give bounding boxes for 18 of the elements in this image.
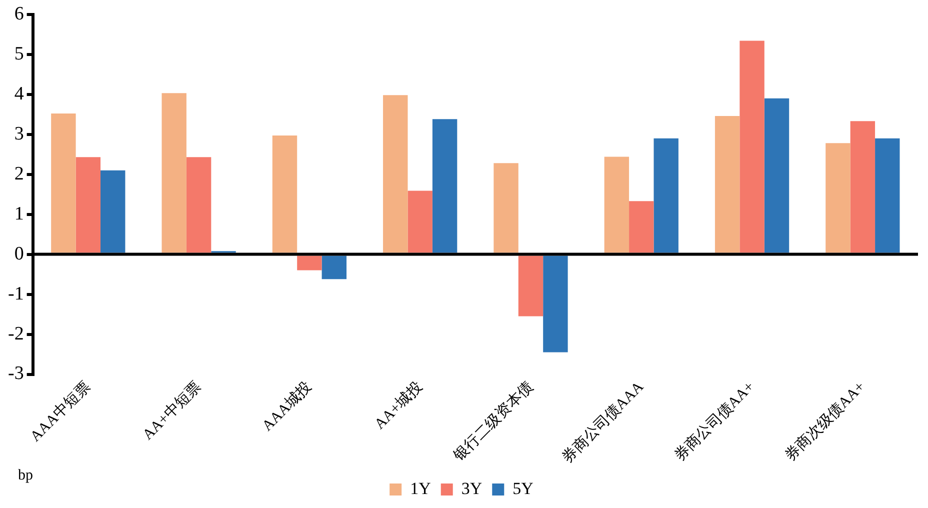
y-tick-label: 0 bbox=[14, 243, 24, 264]
y-tick-label: 3 bbox=[14, 123, 24, 144]
y-tick-label: 1 bbox=[14, 203, 24, 224]
y-tick-label: 5 bbox=[14, 43, 24, 64]
y-tick-label: 6 bbox=[14, 3, 24, 24]
legend-label: 1Y bbox=[410, 478, 431, 498]
y-tick-label: -3 bbox=[8, 363, 24, 384]
y-tick-label: 2 bbox=[14, 163, 24, 184]
text: bp bbox=[18, 467, 33, 484]
legend-label: 5Y bbox=[512, 478, 534, 498]
legend-label: 3Y bbox=[461, 478, 482, 498]
x-tick-label: 券商公司债AA+ bbox=[671, 378, 758, 465]
x-tick-label: 券商次级债AA+ bbox=[782, 378, 868, 465]
y-tick-label: 4 bbox=[14, 83, 24, 104]
x-tick-label: 银行二级资本债 bbox=[449, 378, 536, 466]
x-tick-label: AA+中短票 bbox=[139, 378, 204, 444]
y-tick-label: -1 bbox=[8, 283, 24, 304]
y-tick-label: -2 bbox=[8, 323, 24, 344]
